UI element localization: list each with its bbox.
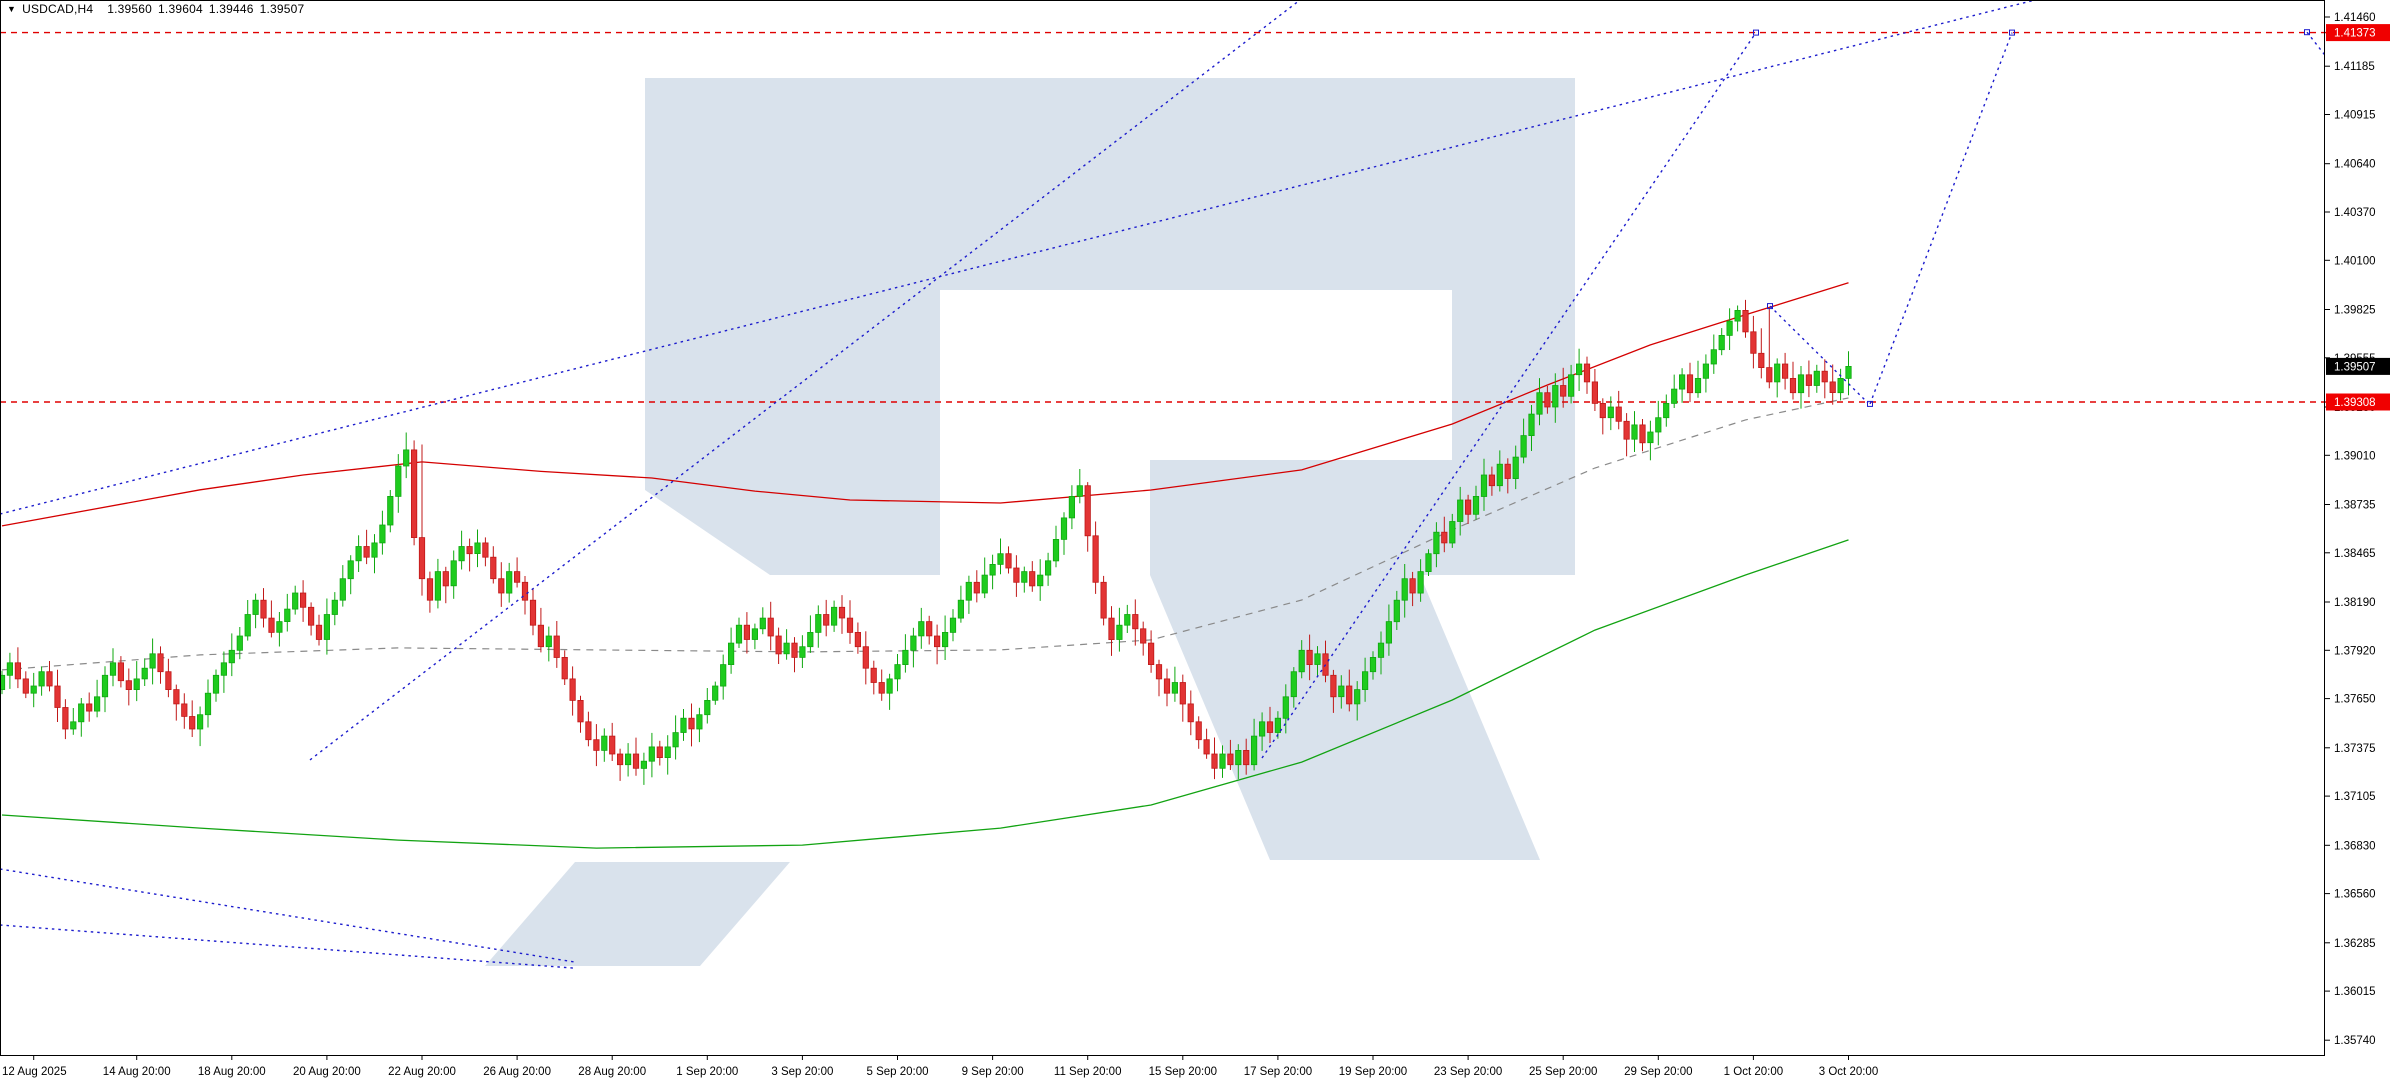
- horizontal-lines[interactable]: [0, 31, 2333, 403]
- correction-projection-anchor: [1767, 303, 1773, 310]
- svg-text:1.41185: 1.41185: [2334, 61, 2375, 73]
- post-target-projection: [2306, 31, 2325, 57]
- svg-text:11 Sep 20:00: 11 Sep 20:00: [1054, 1066, 1122, 1078]
- indicator-bands: [1, 282, 1849, 849]
- svg-text:1.37105: 1.37105: [2334, 791, 2376, 803]
- svg-text:28 Aug 20:00: 28 Aug 20:00: [578, 1066, 646, 1078]
- current-price-label: 1.39507: [2326, 357, 2390, 375]
- ascending-trendline-short: [309, 0, 1301, 761]
- target-line-1.41373-label: 1.41373: [2326, 24, 2390, 42]
- svg-text:1.36830: 1.36830: [2334, 840, 2376, 852]
- svg-text:1.39010: 1.39010: [2334, 450, 2376, 462]
- svg-text:1.41373: 1.41373: [2334, 28, 2376, 40]
- svg-text:1.38190: 1.38190: [2334, 597, 2376, 609]
- price-axis[interactable]: 1.41460 1.41185 1.40915 1.40640 1.40370 1.401…: [2325, 12, 2376, 1047]
- svg-text:18 Aug 20:00: 18 Aug 20:00: [198, 1066, 266, 1078]
- middle-band-gray: [1, 397, 1849, 671]
- impulse-projection-1-anchor: [1753, 29, 1759, 36]
- ohlc-close: 1.39507: [259, 2, 305, 16]
- svg-text:1 Oct 20:00: 1 Oct 20:00: [1724, 1066, 1783, 1078]
- svg-text:1.37920: 1.37920: [2334, 645, 2376, 657]
- svg-text:22 Aug 20:00: 22 Aug 20:00: [388, 1066, 456, 1078]
- time-axis[interactable]: 12 Aug 2025 14 Aug 20:00 18 Aug 20:00 20 Au…: [2, 1056, 1878, 1078]
- svg-text:1.36015: 1.36015: [2334, 986, 2376, 998]
- svg-text:15 Sep 20:00: 15 Sep 20:00: [1149, 1066, 1217, 1078]
- axis-price-labels: 1.41373 1.39308 1.39507: [2326, 24, 2390, 411]
- svg-text:23 Sep 20:00: 23 Sep 20:00: [1434, 1066, 1502, 1078]
- svg-text:1 Sep 20:00: 1 Sep 20:00: [676, 1066, 738, 1078]
- impulse-projection-2-anchor: [2009, 29, 2015, 36]
- svg-text:1.40370: 1.40370: [2334, 207, 2376, 219]
- svg-text:1.35740: 1.35740: [2334, 1035, 2376, 1047]
- svg-text:26 Aug 20:00: 26 Aug 20:00: [483, 1066, 551, 1078]
- candles: [0, 299, 1852, 785]
- svg-text:1.39308: 1.39308: [2334, 397, 2376, 409]
- trend-lines[interactable]: [0, 0, 2329, 969]
- plot-border: [0, 0, 2325, 1056]
- svg-text:5 Sep 20:00: 5 Sep 20:00: [866, 1066, 928, 1078]
- lower-band-green: [1, 539, 1849, 849]
- svg-text:3 Sep 20:00: 3 Sep 20:00: [771, 1066, 833, 1078]
- ascending-trendline-long: [0, 0, 2036, 515]
- svg-text:19 Sep 20:00: 19 Sep 20:00: [1339, 1066, 1407, 1078]
- svg-text:1.36560: 1.36560: [2334, 889, 2376, 901]
- symbol-period-label: USDCAD,H4: [22, 2, 94, 16]
- svg-text:1.40640: 1.40640: [2334, 159, 2376, 171]
- svg-text:25 Sep 20:00: 25 Sep 20:00: [1529, 1066, 1597, 1078]
- ohlc-low: 1.39446: [208, 2, 254, 16]
- svg-text:12 Aug 2025: 12 Aug 2025: [2, 1066, 67, 1078]
- svg-text:17 Sep 20:00: 17 Sep 20:00: [1244, 1066, 1312, 1078]
- svg-text:1.38735: 1.38735: [2334, 500, 2376, 512]
- svg-text:29 Sep 20:00: 29 Sep 20:00: [1624, 1066, 1692, 1078]
- svg-text:1.39825: 1.39825: [2334, 305, 2376, 317]
- svg-text:20 Aug 20:00: 20 Aug 20:00: [293, 1066, 361, 1078]
- ohlc-header: ▼ USDCAD,H4 1.39560 1.39604 1.39446 1.39507: [7, 2, 310, 16]
- post-target-projection-anchor: [2304, 29, 2310, 36]
- svg-text:1.40915: 1.40915: [2334, 110, 2376, 122]
- descending-wedge-lower: [0, 924, 576, 969]
- svg-text:1.40100: 1.40100: [2334, 255, 2376, 267]
- impulse-projection-2-anchor: [1867, 400, 1873, 407]
- ohlc-open: 1.39560: [107, 2, 153, 16]
- svg-text:1.37375: 1.37375: [2334, 743, 2376, 755]
- svg-text:14 Aug 20:00: 14 Aug 20:00: [103, 1066, 171, 1078]
- roboforex-r-watermark: [485, 78, 1575, 966]
- descending-wedge-upper: [0, 868, 576, 963]
- ohlc-high: 1.39604: [158, 2, 203, 16]
- impulse-projection-2: [1869, 32, 2013, 405]
- svg-text:1.39507: 1.39507: [2334, 361, 2376, 373]
- symbol-collapse-icon[interactable]: ▼: [7, 4, 17, 14]
- svg-text:9 Sep 20:00: 9 Sep 20:00: [962, 1066, 1024, 1078]
- svg-text:1.41460: 1.41460: [2334, 12, 2376, 24]
- ask-line-1.39308-label: 1.39308: [2326, 393, 2390, 411]
- svg-text:1.37650: 1.37650: [2334, 694, 2376, 706]
- svg-text:3 Oct 20:00: 3 Oct 20:00: [1819, 1066, 1878, 1078]
- upper-band-red: [1, 282, 1849, 527]
- svg-text:1.38465: 1.38465: [2334, 548, 2376, 560]
- svg-text:1.36285: 1.36285: [2334, 938, 2376, 950]
